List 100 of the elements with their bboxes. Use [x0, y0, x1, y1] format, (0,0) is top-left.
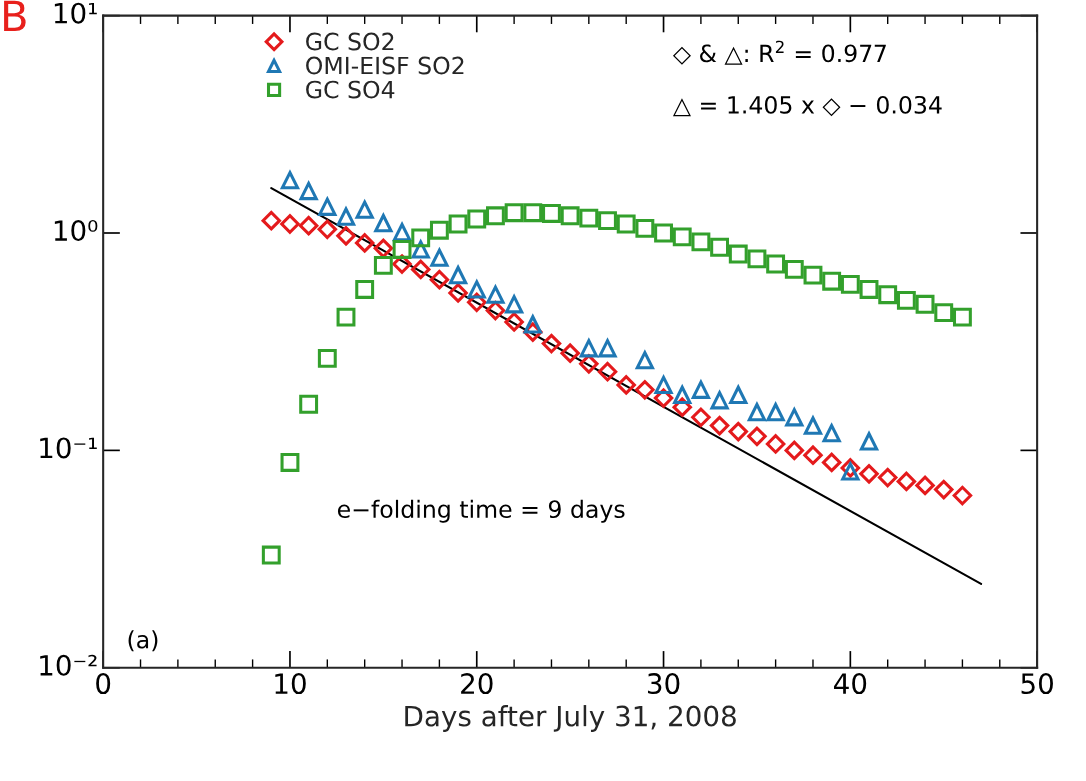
- legend-label: OMI-EISF SO2: [306, 56, 464, 75]
- point: [579, 208, 599, 228]
- text: B: [4, 0, 26, 32]
- point: [429, 269, 450, 290]
- point: [523, 315, 542, 334]
- point: [299, 181, 318, 201]
- point: [542, 204, 561, 223]
- point: [784, 440, 805, 461]
- point: [952, 307, 972, 327]
- point: [765, 434, 786, 454]
- point: [822, 271, 842, 291]
- point: [766, 254, 786, 274]
- point: [467, 280, 486, 299]
- point: [579, 354, 599, 374]
- point: [336, 226, 356, 246]
- point: [336, 207, 356, 226]
- point: [710, 237, 730, 257]
- point: [541, 333, 562, 354]
- y-tick-label: 10¹: [54, 2, 97, 24]
- point: [821, 452, 842, 473]
- point: [280, 171, 300, 190]
- point: [280, 214, 300, 234]
- point: [728, 244, 748, 264]
- point: [261, 545, 281, 565]
- y-tick-label: 10⁻¹: [40, 437, 97, 459]
- point: [597, 362, 618, 382]
- point: [878, 285, 898, 305]
- point: [448, 283, 468, 303]
- point: [635, 351, 654, 370]
- point: [859, 464, 879, 484]
- point: [373, 238, 394, 259]
- point: [317, 348, 337, 368]
- point: [504, 203, 524, 223]
- point: [355, 279, 375, 299]
- point: [672, 383, 693, 405]
- point: [429, 246, 450, 267]
- point: [803, 265, 823, 285]
- point: [318, 197, 337, 216]
- y-tick-label: 10⁰: [54, 220, 98, 242]
- x-axis-title: Days after July 31, 2008: [405, 705, 736, 732]
- point: [560, 206, 580, 226]
- point: [635, 380, 655, 400]
- legend-label: GC SO4: [306, 80, 395, 99]
- point: [915, 475, 935, 496]
- annotation: △ = 1.405 x ◇ − 0.034: [672, 95, 942, 117]
- point: [598, 211, 617, 231]
- point: [280, 453, 300, 472]
- point: [859, 432, 879, 451]
- point: [485, 300, 506, 321]
- point: [785, 408, 804, 427]
- point: [317, 219, 338, 240]
- point: [691, 232, 711, 252]
- point: [691, 407, 711, 428]
- point: [485, 206, 505, 226]
- point: [392, 240, 412, 259]
- point: [952, 485, 973, 506]
- point: [784, 259, 804, 279]
- point: [336, 307, 356, 327]
- point: [766, 402, 785, 422]
- point: [523, 203, 543, 223]
- point: [504, 312, 524, 332]
- y-tick-label: 10⁻²: [40, 654, 97, 676]
- point: [410, 259, 431, 280]
- point: [654, 375, 673, 395]
- point: [429, 220, 449, 240]
- point: [392, 222, 412, 242]
- point: [654, 223, 673, 243]
- annotation: (a): [128, 630, 158, 652]
- point: [747, 402, 767, 422]
- x-tick-label: 0: [96, 673, 111, 695]
- point: [690, 378, 711, 399]
- point: [896, 471, 917, 492]
- point: [859, 279, 879, 299]
- point: [616, 214, 636, 234]
- point: [616, 375, 636, 395]
- point: [354, 198, 375, 219]
- point: [840, 274, 860, 294]
- point: [747, 426, 767, 447]
- point: [448, 214, 468, 234]
- x-tick-label: 20: [461, 673, 493, 695]
- point: [803, 416, 823, 435]
- point: [710, 391, 729, 410]
- point: [672, 227, 692, 247]
- annotation: e−folding time = 9 days: [337, 499, 625, 523]
- point: [933, 479, 954, 500]
- point: [485, 283, 506, 304]
- point: [299, 394, 319, 414]
- point: [709, 415, 730, 436]
- point: [448, 265, 468, 285]
- point: [261, 210, 282, 231]
- x-tick-label: 40: [834, 673, 867, 695]
- point: [598, 339, 617, 358]
- point: [915, 294, 935, 314]
- point: [728, 421, 749, 442]
- point: [467, 209, 487, 229]
- point: [411, 228, 431, 248]
- point: [803, 445, 823, 465]
- point: [877, 467, 898, 488]
- point: [635, 218, 655, 238]
- point: [504, 295, 524, 314]
